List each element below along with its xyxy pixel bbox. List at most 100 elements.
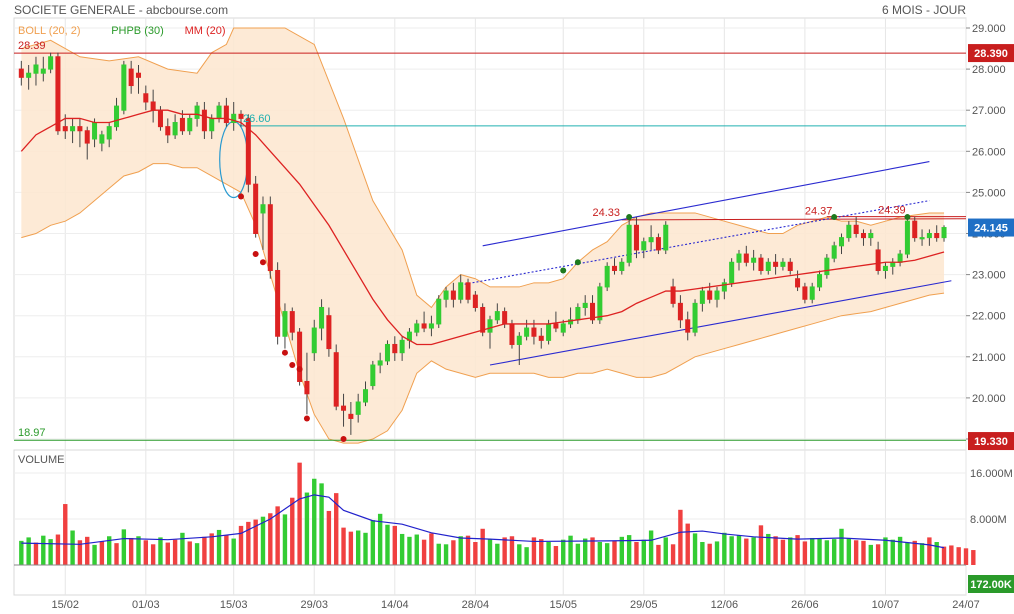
volume-bar (626, 535, 632, 565)
candle-body (868, 233, 874, 239)
candle-body (275, 269, 281, 337)
volume-bar (172, 539, 178, 565)
volume-bar (722, 532, 727, 565)
x-tick-label: 15/03 (220, 599, 248, 611)
volume-bar (355, 530, 361, 565)
phpb-high-marker (560, 267, 567, 274)
candle-body (194, 105, 200, 119)
candle-body (553, 323, 559, 329)
volume-bar (465, 535, 471, 565)
candle-body (33, 64, 39, 74)
price-tag-label: 19.330 (974, 436, 1008, 448)
volume-y-tick-label: 16.000M (970, 468, 1013, 480)
volume-panel-frame (13, 449, 967, 596)
volume-bar (363, 532, 368, 565)
volume-bar (831, 539, 837, 565)
volume-bar (963, 548, 969, 565)
candle-body (853, 224, 859, 234)
level-label: 26.60 (243, 113, 271, 125)
candle-body (626, 224, 632, 263)
volume-bar (458, 536, 463, 565)
y-tick-label: 28.000 (972, 64, 1006, 76)
y-tick-label: 23.000 (972, 270, 1006, 282)
volume-bar (41, 535, 46, 565)
candle-body (773, 261, 779, 267)
y-tick-label: 27.000 (972, 105, 1006, 117)
volume-bar (956, 547, 961, 565)
x-tick-label: 15/05 (549, 599, 577, 611)
y-tick-label: 22.000 (972, 311, 1006, 323)
volume-bar (861, 540, 866, 565)
candle-body (128, 68, 134, 87)
price-tag (968, 432, 1014, 451)
candle-body (633, 224, 639, 251)
volume-bar (561, 539, 566, 565)
candle-body (26, 72, 32, 78)
candle-body (824, 257, 830, 276)
candle-body (135, 72, 142, 78)
volume-price-tag (968, 575, 1014, 593)
candle-body (114, 105, 120, 128)
volume-bar (77, 540, 83, 565)
price-tag (968, 218, 1014, 237)
volume-bar (546, 542, 551, 565)
candle-body (458, 282, 464, 300)
volume-bar (539, 539, 544, 565)
volume-bar (736, 535, 742, 565)
candle-body (575, 306, 581, 321)
candle-body (480, 306, 486, 333)
volume-bar (905, 542, 910, 565)
candle-body (590, 302, 596, 321)
volume-bar (487, 539, 493, 565)
volume-bar (912, 540, 917, 565)
volume-bar (839, 528, 844, 565)
volume-bar (443, 544, 449, 565)
volume-bar (348, 531, 354, 565)
candle-body (875, 249, 881, 271)
volume-bar (19, 540, 24, 565)
volume-bar (648, 530, 654, 565)
candle-body (77, 126, 83, 132)
volume-bar (63, 504, 68, 565)
candle-body (912, 220, 918, 239)
candle-body (333, 352, 339, 407)
candle-body (465, 282, 471, 300)
phpb-low-marker (340, 436, 347, 442)
candle-body (655, 237, 661, 251)
candle-body (641, 241, 647, 251)
channel-lower-line (489, 280, 952, 366)
candle-body (699, 290, 705, 304)
candle-body (707, 290, 713, 300)
volume-average-line (21, 494, 945, 549)
volume-bar (692, 533, 698, 565)
candle-body (692, 302, 698, 333)
candle-body (223, 105, 229, 124)
volume-bar (634, 542, 639, 565)
candle-body (384, 343, 390, 362)
y-tick-label: 29.000 (972, 23, 1006, 35)
volume-bar (553, 546, 559, 565)
channel-mid-dotted-line (460, 200, 930, 286)
candle-body (282, 311, 288, 337)
volume-bar (751, 537, 756, 565)
x-tick-label: 10/07 (872, 599, 900, 611)
candle-body (934, 233, 940, 239)
volume-bar (927, 537, 932, 565)
volume-bar (568, 535, 573, 565)
candle-body (40, 68, 46, 74)
volume-bar (150, 544, 156, 565)
candle-body (714, 290, 720, 300)
volume-bar (795, 535, 800, 565)
volume-bar (319, 483, 324, 565)
volume-bar (875, 544, 881, 565)
candle-body (70, 126, 76, 132)
candle-body (289, 311, 295, 333)
volume-bar (597, 542, 603, 565)
candle-body (450, 290, 456, 300)
candle-body (84, 130, 90, 144)
legend-item: BOLL (20, 2) (18, 25, 81, 37)
volume-bar (846, 538, 852, 565)
phpb-high-marker (904, 214, 911, 221)
volume-bar (128, 537, 134, 565)
